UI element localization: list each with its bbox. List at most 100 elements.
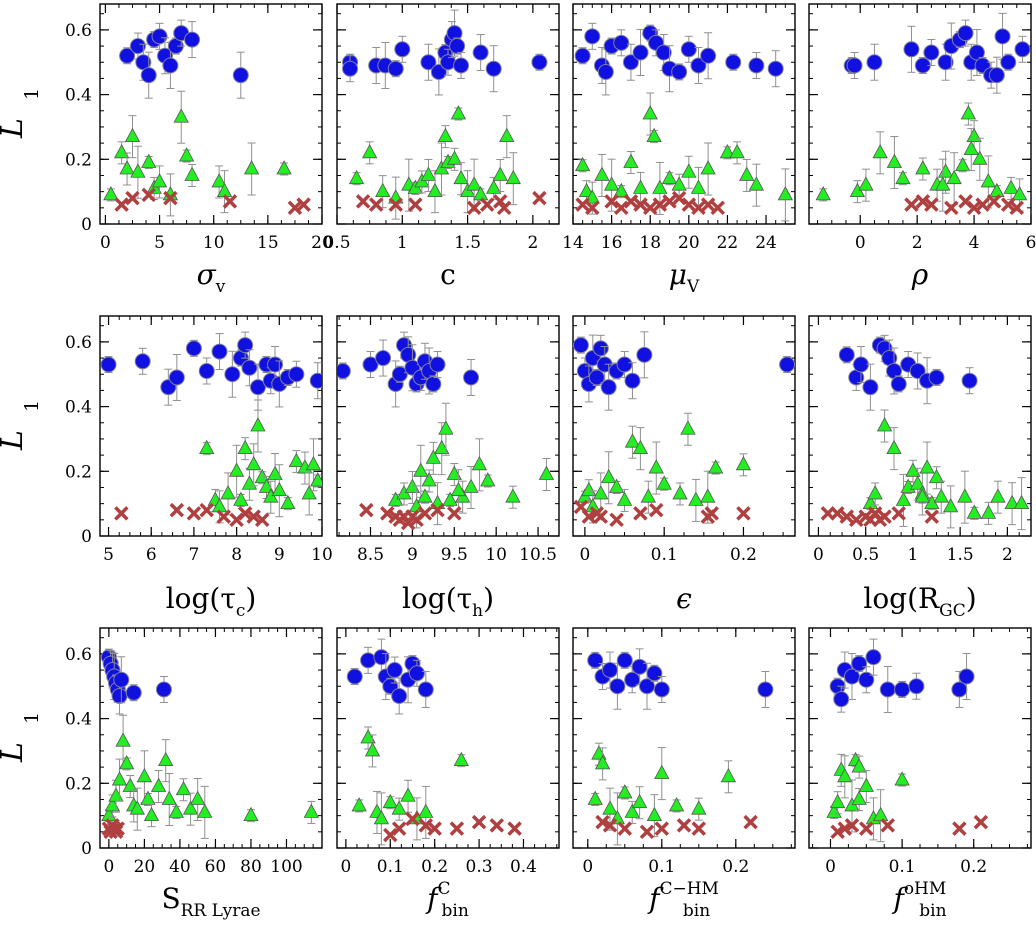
marker-intermediate [656, 475, 672, 490]
marker-intermediate [980, 504, 997, 519]
marker-high [748, 57, 765, 74]
marker-high [852, 356, 869, 373]
marker-low [700, 197, 716, 212]
marker-low-stroke [114, 197, 129, 212]
marker-intermediate [957, 488, 973, 503]
marker-intermediate [103, 186, 119, 201]
x-axis-label-close: ) [245, 582, 256, 615]
marker-intermediate [129, 800, 145, 815]
marker-intermediate [646, 806, 663, 822]
marker-high [937, 54, 954, 71]
marker-low-stroke [581, 509, 597, 524]
x-axis-label: log(RGC) [863, 582, 976, 621]
marker-low-stroke [952, 821, 967, 836]
x-tick-label: 9 [274, 545, 285, 565]
marker-low [609, 512, 624, 528]
markers [100, 331, 322, 528]
marker-low-stroke [743, 814, 758, 830]
x-tick-label: 0 [100, 233, 111, 253]
marker-high [408, 665, 425, 682]
marker-intermediate [905, 462, 921, 477]
marker-intermediate [623, 153, 639, 168]
marker-intermediate [373, 810, 390, 825]
x-tick-label: 80 [240, 857, 262, 877]
marker-intermediate [661, 169, 678, 185]
x-tick-label: 10 [311, 545, 333, 565]
x-axis-label-main: ϵ [676, 582, 692, 615]
marker-intermediate [505, 488, 521, 503]
marker-high [622, 54, 639, 71]
marker-low [649, 502, 664, 518]
marker-intermediate [538, 465, 555, 480]
marker-low [489, 818, 505, 833]
marker-intermediate [243, 806, 259, 822]
x-axis-label: fC bin [425, 879, 469, 921]
markers [103, 19, 311, 217]
markers [100, 648, 320, 840]
x-axis-label-sub: V [686, 277, 700, 297]
marker-intermediate [601, 468, 617, 484]
marker-low-stroke [1000, 197, 1016, 212]
marker-high [346, 668, 363, 685]
marker-low-stroke [496, 200, 512, 216]
marker-intermediate [276, 160, 292, 175]
marker-high [111, 687, 128, 704]
marker-low-stroke [700, 197, 716, 212]
y-axis-label-sub: 1 [21, 88, 43, 100]
marker-low-stroke [125, 190, 140, 206]
x-axis-label-main: σ [197, 258, 217, 291]
marker-low [496, 200, 512, 216]
x-tick-label: 20 [311, 233, 333, 253]
marker-intermediate [700, 488, 716, 503]
marker-intermediate [271, 481, 287, 497]
y-tick-label: 0.6 [65, 21, 92, 41]
marker-intermediate [453, 169, 469, 185]
marker-intermediate [867, 485, 883, 500]
marker-intermediate [184, 166, 200, 181]
marker-intermediate [594, 166, 610, 181]
x-tick-label: 14 [562, 233, 584, 253]
marker-intermediate [966, 127, 982, 143]
marker-intermediate [980, 173, 996, 188]
marker-low [952, 821, 967, 836]
x-tick-label: 4 [969, 233, 980, 253]
marker-low [614, 200, 629, 216]
marker-high [453, 57, 470, 74]
marker-intermediate [280, 494, 296, 510]
plot-frame [336, 3, 560, 225]
marker-high [185, 340, 202, 357]
marker-intermediate [421, 472, 437, 487]
marker-low [417, 506, 433, 521]
marker-high [779, 356, 795, 373]
marker-intermediate [955, 156, 971, 172]
marker-intermediate [228, 462, 245, 477]
marker-intermediate [220, 485, 236, 500]
plot-frame [99, 315, 323, 537]
marker-intermediate [492, 166, 508, 181]
marker-intermediate [851, 758, 867, 773]
marker-high [394, 41, 411, 58]
marker-low [368, 197, 384, 212]
marker-intermediate [182, 800, 199, 815]
marker-high [184, 31, 201, 48]
marker-intermediate [118, 755, 135, 770]
marker-intermediate [400, 787, 416, 802]
x-axis-label: foHM bin [891, 879, 946, 921]
marker-low-stroke [246, 509, 261, 524]
marker-intermediate [119, 160, 135, 175]
marker-low [1009, 200, 1025, 216]
marker-intermediate [851, 790, 867, 805]
marker-intermediate [486, 179, 502, 194]
marker-intermediate [199, 439, 215, 455]
marker-high [391, 366, 408, 383]
marker-intermediate [115, 732, 131, 747]
y-tick-label: 0.4 [65, 86, 92, 106]
x-axis-label: σv [197, 258, 226, 297]
marker-intermediate [418, 803, 434, 818]
markers [337, 331, 555, 531]
x-axis-label-sup: C−HM [659, 879, 718, 899]
y-tick-label: 0.6 [65, 645, 92, 665]
x-axis-label-sup: C [438, 879, 451, 899]
marker-high [155, 681, 172, 698]
x-tick-label: 0.5 [323, 233, 350, 253]
